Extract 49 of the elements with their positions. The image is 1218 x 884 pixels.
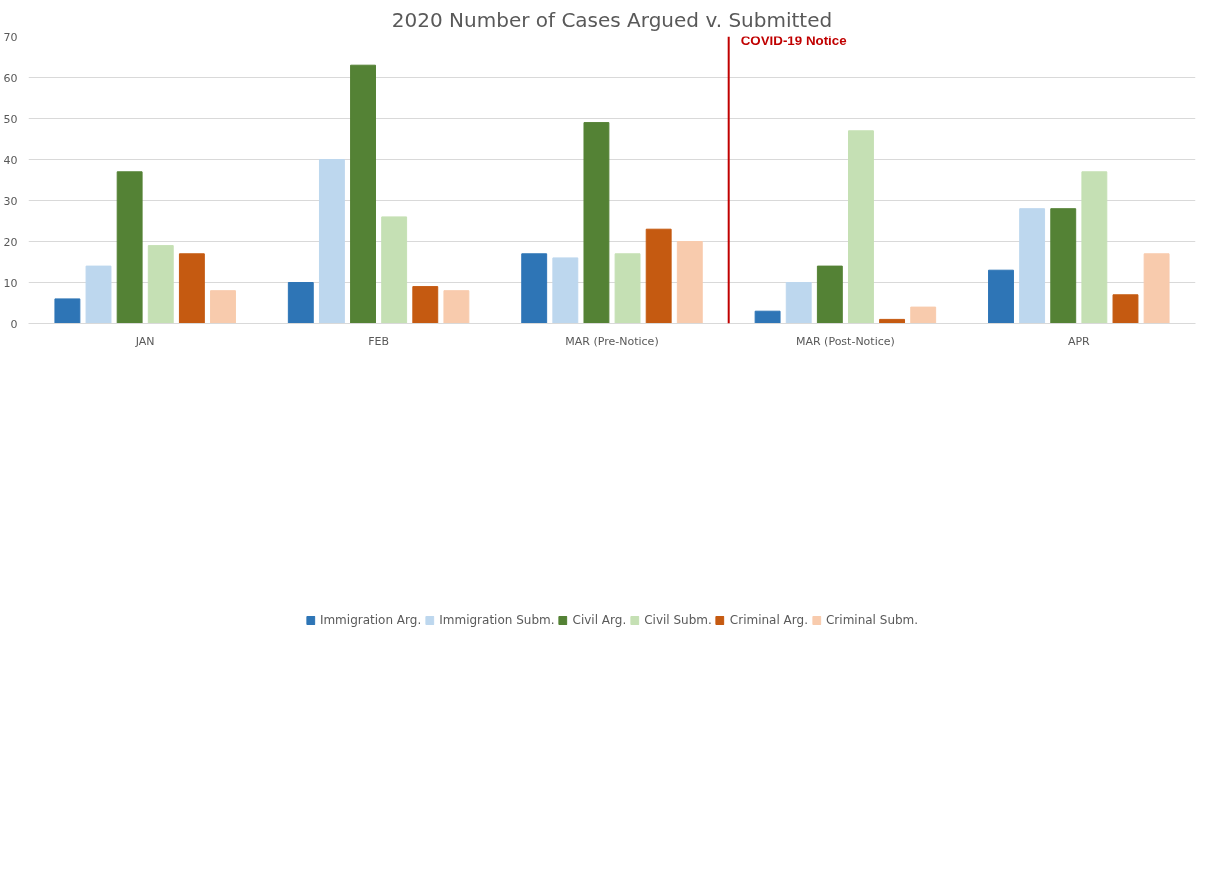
bar <box>1050 208 1077 324</box>
bar <box>521 253 548 324</box>
x-tick-label: FEB <box>368 334 390 348</box>
y-tick-label: 50 <box>3 112 18 126</box>
bar <box>583 122 610 324</box>
x-tick-label: APR <box>1067 334 1091 348</box>
bar <box>1112 294 1139 324</box>
y-tick-label: 40 <box>3 153 18 167</box>
y-tick-label: 60 <box>3 71 18 85</box>
legend-label: Civil Subm. <box>644 613 712 627</box>
x-tick-label: JAN <box>134 334 155 348</box>
bar <box>614 253 641 324</box>
bar <box>848 130 874 324</box>
bar <box>645 228 672 324</box>
bar <box>910 306 937 324</box>
bar <box>412 286 439 324</box>
x-tick-label: MAR (Pre-Notice) <box>565 334 659 348</box>
bar <box>988 269 1014 324</box>
x-tick-label: MAR (Post-Notice) <box>795 334 895 348</box>
bar <box>350 64 376 324</box>
bar <box>816 265 843 324</box>
bar <box>210 290 236 324</box>
chart-title: 2020 Number of Cases Argued v. Submitted <box>391 7 833 32</box>
bar <box>318 159 345 324</box>
bar <box>381 216 408 324</box>
bar <box>54 298 81 324</box>
y-tick-label: 0 <box>10 317 18 331</box>
bar <box>1019 208 1046 324</box>
legend-label: Criminal Subm. <box>825 613 919 627</box>
legend-label: Civil Arg. <box>572 613 627 627</box>
y-tick-label: 70 <box>3 30 18 44</box>
legend-label: Immigration Subm. <box>439 613 555 627</box>
y-tick-label: 10 <box>3 276 18 290</box>
bar <box>178 253 205 324</box>
y-tick-label: 30 <box>3 194 18 208</box>
bar <box>785 282 812 324</box>
legend-label: Immigration Arg. <box>319 613 422 627</box>
bar <box>552 257 579 324</box>
bar <box>1081 171 1108 324</box>
y-tick-label: 20 <box>3 235 18 249</box>
bar <box>443 290 470 324</box>
bar <box>1143 253 1170 324</box>
bar <box>116 171 143 324</box>
bar <box>147 245 174 324</box>
bar <box>754 310 781 324</box>
bar <box>676 241 703 324</box>
bar <box>287 282 314 324</box>
legend-label: Criminal Arg. <box>729 613 808 627</box>
bar <box>85 265 112 324</box>
